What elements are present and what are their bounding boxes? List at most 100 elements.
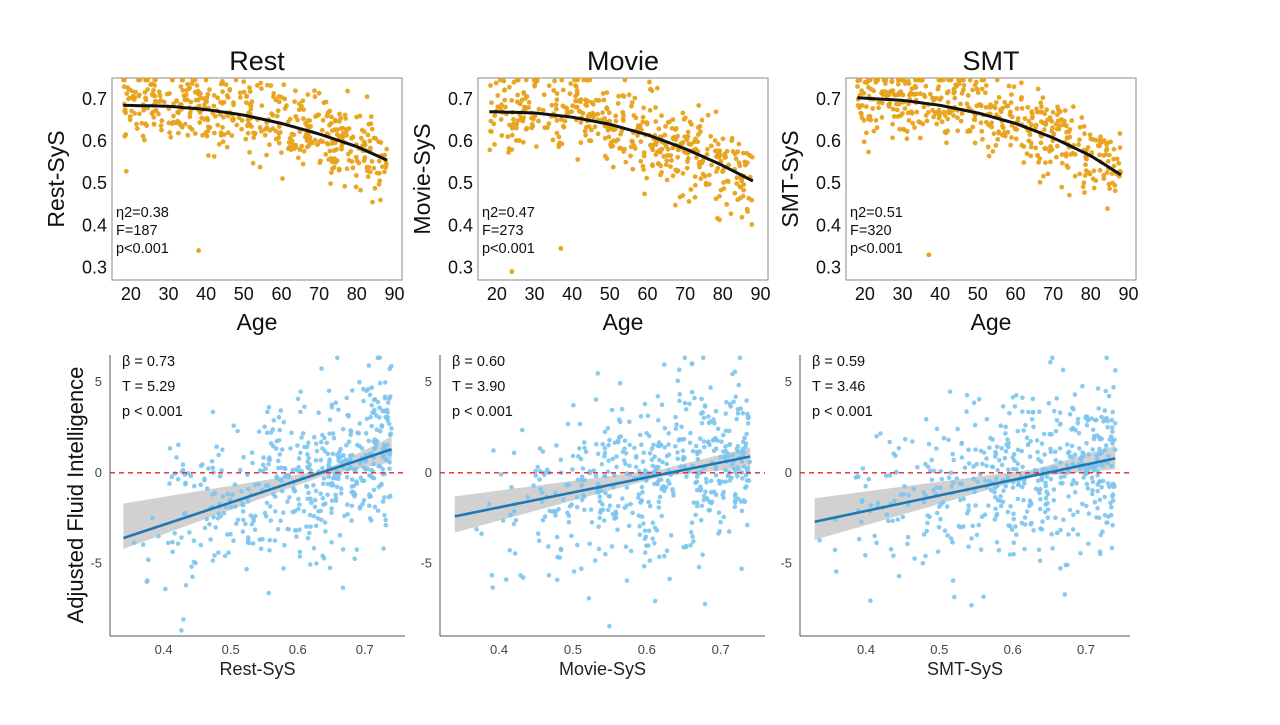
- data-point: [641, 150, 647, 156]
- data-point: [1084, 503, 1089, 509]
- data-point: [939, 476, 945, 482]
- data-point: [361, 158, 367, 164]
- data-point: [574, 495, 580, 500]
- data-point: [369, 402, 375, 408]
- data-point: [317, 139, 323, 145]
- data-point: [675, 378, 681, 384]
- data-point: [677, 392, 683, 397]
- data-point: [1005, 129, 1011, 135]
- data-point: [673, 426, 679, 432]
- data-point: [680, 140, 686, 145]
- data-point: [999, 446, 1004, 451]
- data-point: [273, 446, 279, 451]
- data-point: [1111, 384, 1116, 390]
- data-point: [1089, 475, 1095, 481]
- data-point: [642, 528, 648, 534]
- data-point: [554, 534, 560, 540]
- data-point: [1010, 395, 1016, 400]
- data-point: [974, 103, 980, 109]
- plot-frame: [477, 77, 769, 281]
- data-point: [286, 140, 292, 145]
- data-point: [376, 158, 382, 164]
- data-point: [614, 464, 619, 470]
- data-point: [721, 432, 726, 438]
- data-point: [646, 528, 652, 534]
- data-point: [917, 120, 923, 125]
- data-point: [382, 513, 387, 518]
- data-point: [1027, 454, 1033, 460]
- data-point: [1028, 521, 1033, 527]
- data-point: [1042, 146, 1048, 151]
- data-point: [368, 121, 374, 126]
- data-point: [340, 130, 346, 136]
- fit-line: [489, 110, 754, 183]
- data-point: [367, 392, 373, 398]
- data-point: [1025, 442, 1031, 448]
- data-point: [945, 533, 950, 538]
- data-point: [618, 145, 623, 151]
- data-point: [1097, 435, 1102, 440]
- data-point: [167, 446, 173, 451]
- data-point: [719, 479, 725, 485]
- data-point: [382, 169, 387, 175]
- data-point: [252, 131, 258, 136]
- data-point: [589, 100, 595, 105]
- data-point: [347, 453, 353, 459]
- data-point: [1077, 124, 1083, 130]
- data-point: [642, 536, 648, 541]
- data-point: [858, 111, 864, 116]
- data-point: [216, 550, 221, 555]
- data-point: [518, 116, 524, 122]
- y-tick-label: 0: [785, 465, 792, 480]
- data-point: [713, 196, 719, 202]
- data-point: [638, 139, 644, 145]
- data-point: [934, 95, 939, 101]
- data-point: [1007, 524, 1013, 529]
- data-point: [685, 129, 691, 135]
- data-point: [978, 547, 984, 552]
- data-point: [987, 445, 992, 451]
- data-point: [1013, 136, 1019, 142]
- data-point: [501, 78, 507, 84]
- data-point: [1091, 436, 1097, 442]
- data-point: [1109, 417, 1115, 423]
- data-point: [689, 529, 694, 535]
- data-point: [220, 447, 225, 453]
- data-point: [703, 182, 709, 188]
- data-point: [381, 546, 386, 551]
- data-point: [156, 533, 161, 539]
- data-point: [628, 501, 633, 507]
- data-point: [724, 201, 730, 207]
- data-point: [832, 547, 838, 553]
- data-point: [1097, 446, 1102, 452]
- data-point: [923, 113, 929, 118]
- data-point: [1015, 428, 1021, 434]
- data-point: [1002, 99, 1008, 105]
- data-point: [647, 451, 653, 456]
- data-point: [285, 526, 290, 532]
- y-tick-label: 0.4: [82, 215, 107, 235]
- data-point: [1054, 112, 1060, 118]
- data-point: [1058, 460, 1063, 465]
- data-point: [593, 397, 599, 402]
- data-point: [744, 150, 750, 156]
- data-point: [876, 100, 882, 105]
- data-point: [952, 95, 958, 101]
- data-point: [610, 456, 616, 462]
- data-point: [313, 488, 319, 494]
- data-point: [309, 500, 314, 506]
- data-point: [950, 451, 955, 457]
- data-point: [1079, 115, 1085, 120]
- data-point: [660, 459, 665, 465]
- data-point: [981, 450, 987, 456]
- data-point: [1069, 427, 1074, 432]
- data-point: [1043, 160, 1048, 166]
- data-point: [677, 398, 682, 404]
- data-point: [1001, 488, 1006, 494]
- data-point: [230, 492, 235, 498]
- data-point: [937, 77, 943, 83]
- data-point: [1049, 465, 1055, 471]
- data-point: [728, 404, 733, 409]
- data-point: [723, 154, 728, 160]
